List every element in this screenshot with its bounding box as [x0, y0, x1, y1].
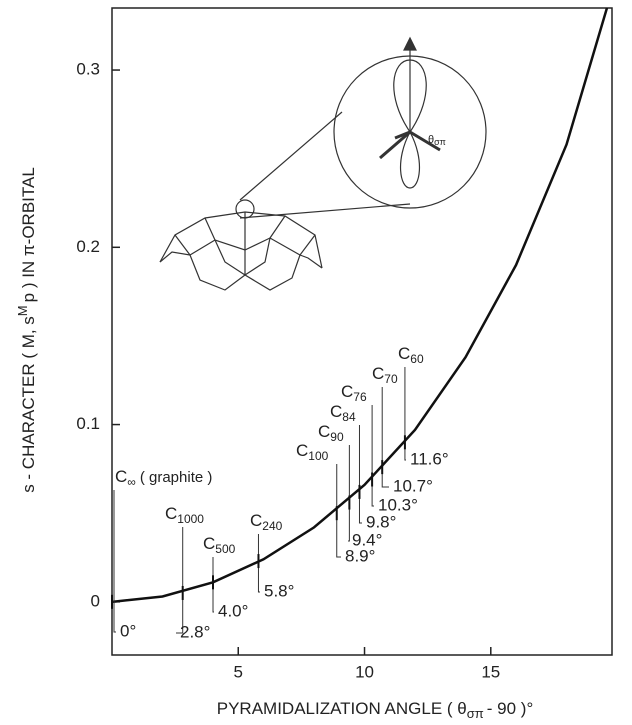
y-tick-label: 0.1 — [76, 414, 100, 433]
x-tick-label: 15 — [481, 662, 500, 681]
x-label-text: PYRAMIDALIZATION ANGLE ( θ — [217, 699, 467, 718]
point-name-sub: 1000 — [177, 512, 204, 526]
angle-label: 8.9° — [345, 546, 375, 565]
point-name-sub: 240 — [262, 519, 282, 533]
angle-label: 0° — [120, 621, 136, 640]
point-name: C1000 — [165, 504, 204, 526]
angle-label: 5.8° — [264, 581, 294, 600]
y-label-sup: M — [15, 305, 30, 316]
inset-label: θσπ — [428, 134, 446, 147]
point-name-symbol: C — [115, 467, 127, 486]
point-name-sub: 500 — [215, 542, 235, 556]
y-tick-label: 0.3 — [76, 60, 100, 79]
leader-line — [176, 592, 184, 634]
point-name-sub: 70 — [384, 372, 398, 386]
leader-line — [358, 491, 362, 524]
point-name: C84 — [330, 402, 356, 424]
point-name-symbol: C — [341, 382, 353, 401]
plot-frame — [111, 7, 613, 656]
y-label-text: p ) IN π-ORBITAL — [19, 167, 38, 302]
y-axis-label: s - CHARACTER ( M, sMp ) IN π-ORBITAL — [15, 167, 38, 493]
point-name: C∞ ( graphite ) — [115, 467, 212, 489]
x-axis-label: PYRAMIDALIZATION ANGLE ( θσπ - 90 )° — [217, 699, 534, 721]
point-name-sub: 76 — [353, 390, 367, 404]
point-name-sub: 84 — [342, 410, 356, 424]
point-name-symbol: C — [203, 534, 215, 553]
point-name-symbol: C — [398, 344, 410, 363]
point-name-symbol: C — [330, 402, 342, 421]
leader-line — [336, 513, 341, 558]
leader-line — [381, 467, 389, 488]
point-name-symbol: C — [296, 441, 308, 460]
inset-drawing — [159, 36, 487, 291]
point-name: C60 — [398, 344, 424, 366]
point-name: C500 — [203, 534, 236, 556]
point-note: ( graphite ) — [140, 469, 213, 486]
x-label-text: - 90 )° — [487, 699, 533, 718]
point-name-symbol: C — [372, 364, 384, 383]
x-label-sub: σπ — [467, 706, 484, 721]
point-name: C90 — [318, 422, 344, 444]
point-name: C240 — [250, 511, 283, 533]
point-name-sub: 100 — [308, 449, 328, 463]
x-tick-label: 10 — [355, 662, 374, 681]
angle-label: 2.8° — [180, 622, 210, 641]
y-tick-label: 0 — [91, 591, 100, 610]
point-name-symbol: C — [250, 511, 262, 530]
leader-line — [212, 582, 214, 613]
y-tick-label: 0.2 — [76, 237, 100, 256]
y-label-text: s - CHARACTER ( M, s — [19, 316, 38, 493]
curve — [111, 7, 609, 604]
point-name: C76 — [341, 382, 367, 404]
point-name: C70 — [372, 364, 398, 386]
point-name-sub: 90 — [330, 430, 344, 444]
angle-label: 11.6° — [410, 449, 449, 468]
leader-line — [113, 601, 116, 633]
leader-line — [371, 479, 374, 507]
inset-label-sub: σπ — [434, 137, 446, 147]
point-name-symbol: C — [318, 422, 330, 441]
inset-label-symbol: θ — [428, 134, 434, 146]
leader-line — [348, 502, 350, 542]
angle-label: 9.4° — [352, 530, 382, 549]
angle-label: 4.0° — [218, 601, 248, 620]
angle-label: 9.8° — [366, 512, 396, 531]
point-name: C100 — [296, 441, 329, 463]
point-name-symbol: C — [165, 504, 177, 523]
point-name-sub: 60 — [410, 352, 424, 366]
angle-label: 10.3° — [378, 495, 418, 514]
point-name-sub: ∞ — [127, 475, 136, 489]
leader-line — [257, 561, 260, 593]
angle-label: 10.7° — [393, 476, 433, 495]
x-tick-label: 5 — [234, 662, 243, 681]
